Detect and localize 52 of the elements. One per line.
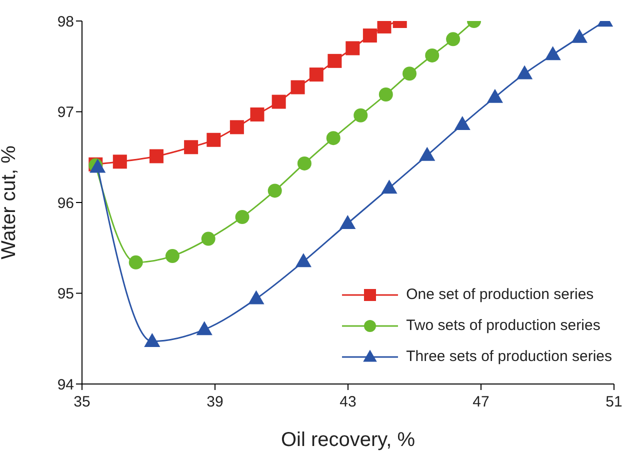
point xyxy=(165,249,180,264)
x-tick-label: 43 xyxy=(340,394,356,411)
point xyxy=(354,108,368,122)
legend-label: Two sets of production series xyxy=(406,317,600,334)
point xyxy=(290,80,305,94)
point xyxy=(201,232,216,246)
point xyxy=(309,68,324,82)
y-tick-label: 95 xyxy=(57,286,74,303)
point xyxy=(206,132,221,147)
point xyxy=(346,41,360,56)
point xyxy=(516,65,533,80)
point xyxy=(378,88,393,102)
point xyxy=(377,21,392,34)
x-axis-title: Oil recovery, % xyxy=(280,429,416,451)
point xyxy=(486,88,504,103)
point xyxy=(268,184,282,198)
point xyxy=(326,131,340,146)
point xyxy=(144,332,160,347)
point xyxy=(297,156,312,170)
point xyxy=(362,28,377,43)
y-tick-label: 98 xyxy=(57,13,74,30)
legend-label: One set of production series xyxy=(406,286,594,303)
point xyxy=(235,210,250,224)
point xyxy=(272,94,286,109)
point xyxy=(128,255,143,270)
x-tick-label: 39 xyxy=(206,394,224,411)
point xyxy=(295,253,312,268)
point xyxy=(328,54,342,68)
point xyxy=(544,46,561,60)
point xyxy=(248,290,264,304)
y-tick-label: 97 xyxy=(57,104,74,122)
point xyxy=(184,140,198,154)
x-tick-label: 35 xyxy=(74,394,90,411)
point xyxy=(340,214,356,229)
y-tick-label: 94 xyxy=(57,376,74,394)
point xyxy=(454,116,470,130)
y-axis-title: Water cut, % xyxy=(0,145,20,260)
y-tick-label: 96 xyxy=(57,194,74,212)
point xyxy=(112,154,127,169)
point xyxy=(381,180,398,194)
point xyxy=(90,158,106,173)
point xyxy=(196,321,212,336)
point xyxy=(230,120,244,134)
point xyxy=(446,32,460,46)
point xyxy=(402,66,417,81)
legend-label: Three sets of production series xyxy=(406,348,612,365)
point xyxy=(149,149,164,164)
point xyxy=(250,107,264,122)
point xyxy=(419,146,436,161)
x-tick-label: 51 xyxy=(606,394,622,411)
x-tick-label: 47 xyxy=(472,394,490,411)
point xyxy=(425,48,440,62)
